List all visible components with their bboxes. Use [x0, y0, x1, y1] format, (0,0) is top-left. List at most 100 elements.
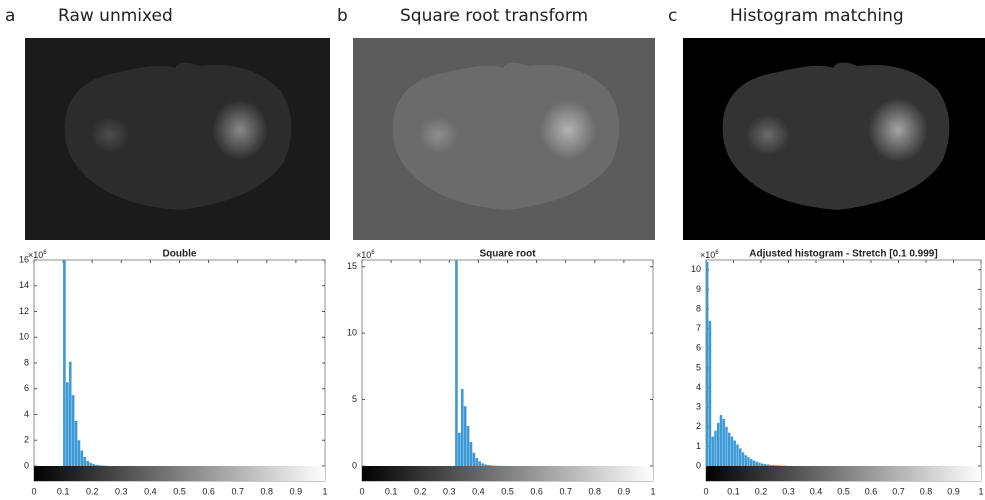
plot-area	[33, 259, 326, 482]
y-tick-label: 10	[19, 332, 29, 342]
histogram-bar	[455, 260, 458, 466]
panel-heading: Square root transform	[400, 6, 588, 26]
y-tick-label: 1	[696, 441, 701, 451]
y-tick-label: 4	[24, 409, 29, 419]
histogram-bar	[484, 464, 487, 466]
x-tick-label: 0.8	[920, 486, 933, 496]
y-tick-label: 6	[24, 383, 29, 393]
x-tick-label: 0.1	[57, 486, 70, 496]
histogram-bar	[92, 464, 95, 466]
y-tick-label: 0	[352, 460, 357, 470]
histogram-bar	[766, 464, 769, 466]
x-tick-label: 0.7	[559, 486, 572, 496]
histogram-bar	[728, 432, 731, 466]
x-tick-label: 0.4	[144, 486, 157, 496]
x-tick-label: 0.3	[115, 486, 128, 496]
histogram-bar	[63, 260, 66, 466]
histogram-bar	[763, 464, 767, 466]
y-tick-label: 9	[696, 284, 701, 294]
histogram-bar	[736, 444, 739, 466]
histogram-bar	[71, 395, 75, 466]
histogram-bar	[83, 456, 87, 466]
panel-letter: a	[5, 6, 15, 26]
histogram-bar	[725, 426, 728, 466]
image-raw	[25, 38, 330, 240]
histogram-bar	[750, 459, 753, 466]
y-tick-label: 4	[696, 382, 701, 392]
colorbar	[706, 466, 981, 481]
x-tick-label: 0.6	[530, 486, 543, 496]
panel-letter: c	[668, 6, 677, 26]
x-tick-label: 0.8	[589, 486, 602, 496]
x-tick-label: 0.2	[86, 486, 99, 496]
image-sqrt	[353, 38, 655, 240]
y-tick-label: 2	[696, 421, 701, 431]
y-tick-label: 15	[347, 261, 357, 271]
y-tick-label: 16	[19, 254, 29, 264]
colorbar	[362, 466, 653, 481]
x-tick-label: 0.3	[443, 486, 456, 496]
histogram-bar	[466, 426, 470, 466]
x-tick-label: 0.5	[837, 486, 850, 496]
histogram-bar	[460, 388, 464, 466]
histogram-bar	[68, 361, 72, 466]
x-tick-label: 0.6	[865, 486, 878, 496]
histogram-bar	[744, 455, 747, 466]
y-multiplier-power: 6	[715, 250, 719, 256]
y-multiplier-power: 6	[43, 250, 47, 256]
y-multiplier-base: ×10	[700, 250, 715, 260]
y-multiplier-base: ×10	[356, 250, 371, 260]
histogram-bar	[475, 458, 479, 466]
y-tick-label: 6	[696, 343, 701, 353]
x-tick-label: 0.9	[618, 486, 631, 496]
histogram-bar	[469, 442, 473, 466]
y-multiplier-base: ×10	[28, 250, 43, 260]
histogram-bar	[761, 463, 764, 466]
x-tick-label: 0.9	[290, 486, 303, 496]
x-tick-label: 0.1	[385, 486, 398, 496]
histogram-bar	[730, 436, 734, 466]
histogram-bar	[719, 414, 723, 466]
histogram-bar	[98, 465, 101, 466]
y-multiplier: ×106	[700, 250, 719, 261]
panel-heading: Raw unmixed	[58, 6, 173, 26]
panel-letter: b	[337, 6, 348, 26]
x-tick-label: 0.2	[414, 486, 427, 496]
histogram-bar	[490, 465, 493, 466]
x-tick-label: 0	[359, 486, 364, 496]
histogram-bar	[747, 457, 750, 466]
x-tick-label: 0.4	[472, 486, 485, 496]
y-tick-label: 12	[19, 306, 29, 316]
histogram-bar	[717, 422, 720, 466]
histogram-bar	[80, 450, 84, 466]
histogram-bar	[89, 462, 92, 466]
histogram-bar	[777, 465, 780, 466]
histogram-bar	[77, 440, 81, 466]
histogram-bar	[472, 452, 476, 466]
y-multiplier: ×106	[28, 250, 47, 261]
plot-area	[705, 259, 982, 482]
y-tick-label: 10	[347, 327, 357, 337]
x-tick-label: 0.6	[202, 486, 215, 496]
x-tick-label: 0	[31, 486, 36, 496]
histogram-bar	[733, 440, 736, 466]
x-tick-label: 0.1	[727, 486, 740, 496]
x-tick-label: 1	[650, 486, 655, 496]
chart-title: Square root	[479, 249, 536, 260]
histogram-bar	[714, 430, 717, 466]
histogram-bar	[772, 465, 775, 466]
histogram-bar	[74, 420, 78, 466]
histogram-bar	[758, 462, 761, 466]
histogram-bar	[100, 465, 104, 466]
histogram-bar	[95, 464, 98, 466]
plot-area	[361, 259, 654, 482]
histogram-bar	[741, 452, 745, 466]
y-tick-label: 3	[696, 402, 701, 412]
y-tick-label: 2	[24, 435, 29, 445]
x-tick-label: 0.5	[173, 486, 186, 496]
image-matched	[683, 38, 985, 240]
x-tick-label: 0.8	[261, 486, 274, 496]
histogram-bar	[739, 448, 742, 466]
y-tick-label: 7	[696, 323, 701, 333]
y-tick-label: 5	[352, 394, 357, 404]
